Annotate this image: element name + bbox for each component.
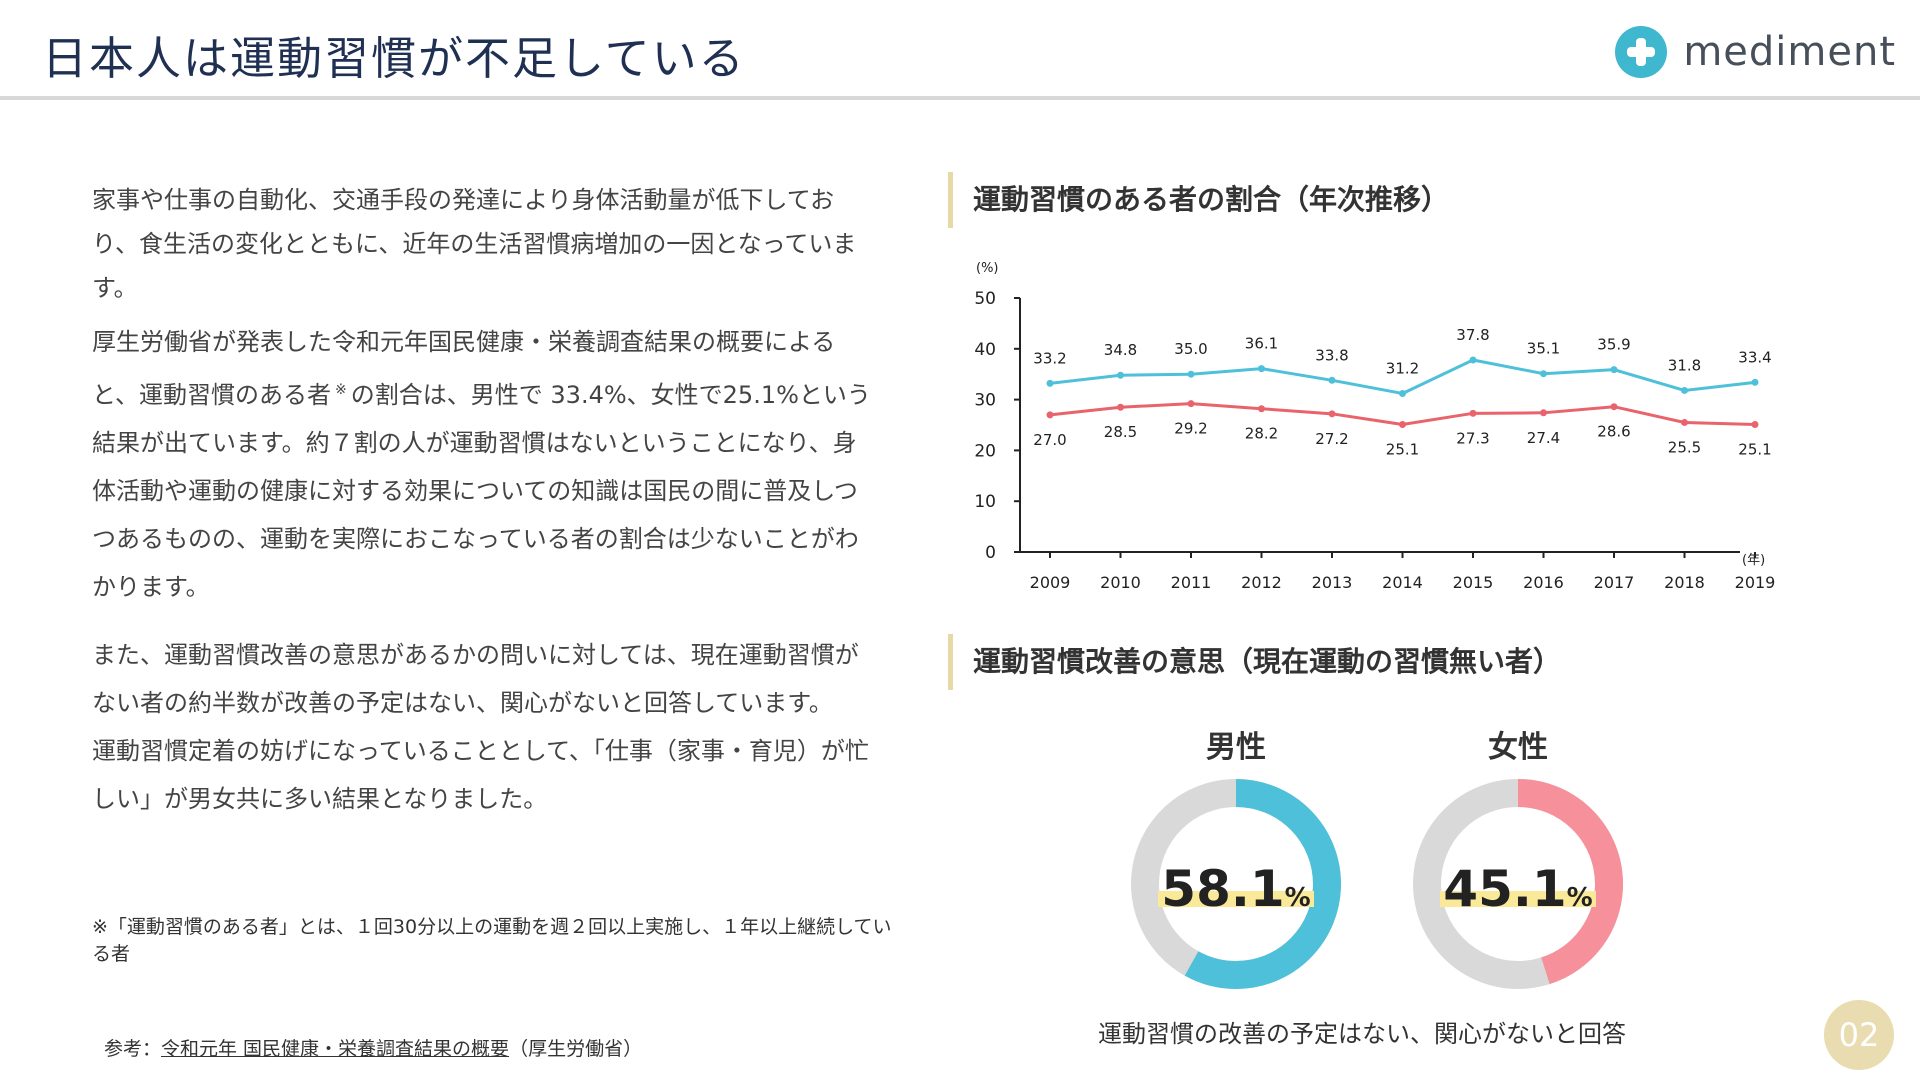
header: 日本人は運動習慣が不足している mediment bbox=[0, 0, 1920, 100]
data-point bbox=[1258, 365, 1265, 373]
data-point bbox=[1540, 370, 1547, 378]
y-tick-label: 10 bbox=[974, 492, 996, 512]
y-tick-label: 0 bbox=[985, 543, 996, 563]
x-tick-label: 2013 bbox=[1312, 573, 1353, 592]
section-title-intention: 運動習慣改善の意思（現在運動の習慣無い者） bbox=[948, 634, 1561, 690]
data-label: 27.2 bbox=[1315, 430, 1348, 448]
data-point bbox=[1117, 371, 1124, 379]
data-label: 33.4 bbox=[1738, 348, 1771, 366]
donut-chart-male: 58.1% bbox=[1131, 779, 1341, 989]
data-point bbox=[1328, 410, 1336, 418]
x-tick-label: 2019 bbox=[1735, 573, 1776, 592]
line-chart: 0 10 20 30 40 50 (%) (年) 2009 2010 2011 2012 2013 201… bbox=[974, 261, 1776, 592]
data-label: 27.3 bbox=[1456, 429, 1489, 447]
data-label: 25.1 bbox=[1738, 440, 1771, 458]
data-label: 36.1 bbox=[1245, 335, 1278, 353]
x-tick-label: 2012 bbox=[1241, 573, 1282, 592]
data-label: 35.1 bbox=[1527, 340, 1560, 358]
page-title: 日本人は運動習慣が不足している bbox=[42, 32, 746, 85]
section-title-trend: 運動習慣のある者の割合（年次推移） bbox=[948, 172, 1449, 228]
y-tick-label: 20 bbox=[974, 441, 996, 461]
reference-prefix: 参考： bbox=[104, 1038, 162, 1060]
data-point bbox=[1469, 356, 1477, 364]
donut-female-value-label: 45.1% bbox=[1443, 860, 1592, 918]
data-point bbox=[1187, 400, 1195, 408]
x-tick-label: 2017 bbox=[1594, 573, 1635, 592]
data-point bbox=[1187, 370, 1195, 378]
data-label: 35.9 bbox=[1597, 336, 1630, 354]
donut-female-slice bbox=[1413, 779, 1623, 989]
footnote: ※「運動習慣のある者」とは、１回30分以上の運動を週２回以上実施し、１年以上継続… bbox=[92, 916, 892, 965]
data-label: 27.4 bbox=[1527, 429, 1560, 447]
donut-male-slice bbox=[1131, 779, 1341, 989]
data-point bbox=[1540, 409, 1547, 417]
page-number: 02 bbox=[1824, 1000, 1894, 1070]
x-tick-label: 2015 bbox=[1453, 573, 1494, 592]
data-label: 28.6 bbox=[1597, 423, 1630, 441]
data-point bbox=[1046, 411, 1054, 419]
data-label: 28.2 bbox=[1245, 425, 1278, 443]
data-point bbox=[1399, 390, 1406, 398]
paragraph-1: 家事や仕事の自動化、交通手段の発達により身体活動量が低下しており、食生活の変化と… bbox=[92, 186, 857, 302]
data-label: 25.1 bbox=[1386, 440, 1419, 458]
y-tick-label: 50 bbox=[974, 289, 996, 309]
data-point bbox=[1751, 378, 1759, 386]
data-point bbox=[1258, 405, 1265, 413]
data-point bbox=[1469, 409, 1477, 417]
data-label: 31.8 bbox=[1668, 356, 1701, 374]
data-label: 31.2 bbox=[1386, 360, 1419, 378]
x-tick-label: 2011 bbox=[1171, 573, 1212, 592]
paragraph-4: 運動習慣定着の妨げになっていることとして、「仕事（家事・育児）が忙しい」が男女共… bbox=[92, 737, 869, 813]
x-tick-label: 2010 bbox=[1100, 573, 1141, 592]
donut-label-male: 男性 bbox=[1206, 730, 1266, 765]
data-label: 25.5 bbox=[1668, 438, 1701, 456]
paragraph-2: 厚生労働省が発表した令和元年国民健康・栄養調査結果の概要によると、運動習慣のある… bbox=[92, 318, 872, 611]
plus-icon bbox=[1615, 26, 1668, 78]
footnote-marker: ※ bbox=[335, 382, 347, 398]
data-label: 29.2 bbox=[1174, 420, 1207, 438]
x-tick-label: 2018 bbox=[1664, 573, 1705, 592]
data-point bbox=[1751, 420, 1759, 428]
reference-suffix: （厚生労働省） bbox=[509, 1038, 643, 1060]
x-axis-unit: (年) bbox=[1742, 553, 1765, 568]
paragraph-2-end: の割合は、男性で 33.4%、女性で25.1%という結果が出ています。約７割の人… bbox=[92, 381, 871, 601]
x-tick-label: 2016 bbox=[1523, 573, 1564, 592]
data-point bbox=[1046, 379, 1054, 387]
data-point bbox=[1681, 418, 1688, 426]
data-label: 33.2 bbox=[1033, 349, 1066, 367]
data-label: 35.0 bbox=[1174, 340, 1207, 358]
y-tick-label: 40 bbox=[974, 340, 996, 360]
data-label: 34.8 bbox=[1104, 341, 1137, 359]
data-label: 37.8 bbox=[1456, 326, 1489, 344]
logo-text: mediment bbox=[1683, 29, 1896, 75]
data-point bbox=[1610, 403, 1618, 411]
donut-chart-female: 45.1% bbox=[1413, 779, 1623, 989]
data-point bbox=[1681, 386, 1688, 394]
donut-female-label-highlight bbox=[1440, 891, 1596, 907]
data-point bbox=[1610, 366, 1618, 374]
reference: 参考：令和元年 国民健康・栄養調査結果の概要（厚生労働省） bbox=[104, 1034, 642, 1061]
paragraph-3: また、運動習慣改善の意思があるかの問いに対しては、現在運動習慣がない者の約半数が… bbox=[92, 641, 859, 717]
donut-male-value-label: 58.1% bbox=[1161, 860, 1310, 918]
reference-link[interactable]: 令和元年 国民健康・栄養調査結果の概要 bbox=[161, 1038, 510, 1060]
logo[interactable]: mediment bbox=[1615, 24, 1896, 80]
x-tick-label: 2009 bbox=[1030, 573, 1071, 592]
paragraph-2-start: 厚生労働省が発表した令和元年国民健康・栄養調査結果の概要によると、運動習慣のある… bbox=[92, 328, 836, 409]
data-label: 33.8 bbox=[1315, 346, 1348, 364]
data-point bbox=[1328, 376, 1336, 384]
data-point bbox=[1399, 420, 1406, 428]
data-point bbox=[1117, 403, 1124, 411]
donut-male-label-highlight bbox=[1158, 891, 1314, 907]
y-tick-label: 30 bbox=[974, 391, 996, 411]
y-axis-unit: (%) bbox=[976, 261, 999, 276]
donut-label-female: 女性 bbox=[1488, 730, 1548, 765]
x-tick-label: 2014 bbox=[1382, 573, 1423, 592]
donut-caption: 運動習慣の改善の予定はない、関心がないと回答 bbox=[1098, 1020, 1626, 1048]
body-text: 家事や仕事の自動化、交通手段の発達により身体活動量が低下しており、食生活の変化と… bbox=[92, 178, 872, 823]
data-label: 28.5 bbox=[1104, 423, 1137, 441]
data-label: 27.0 bbox=[1033, 431, 1066, 449]
